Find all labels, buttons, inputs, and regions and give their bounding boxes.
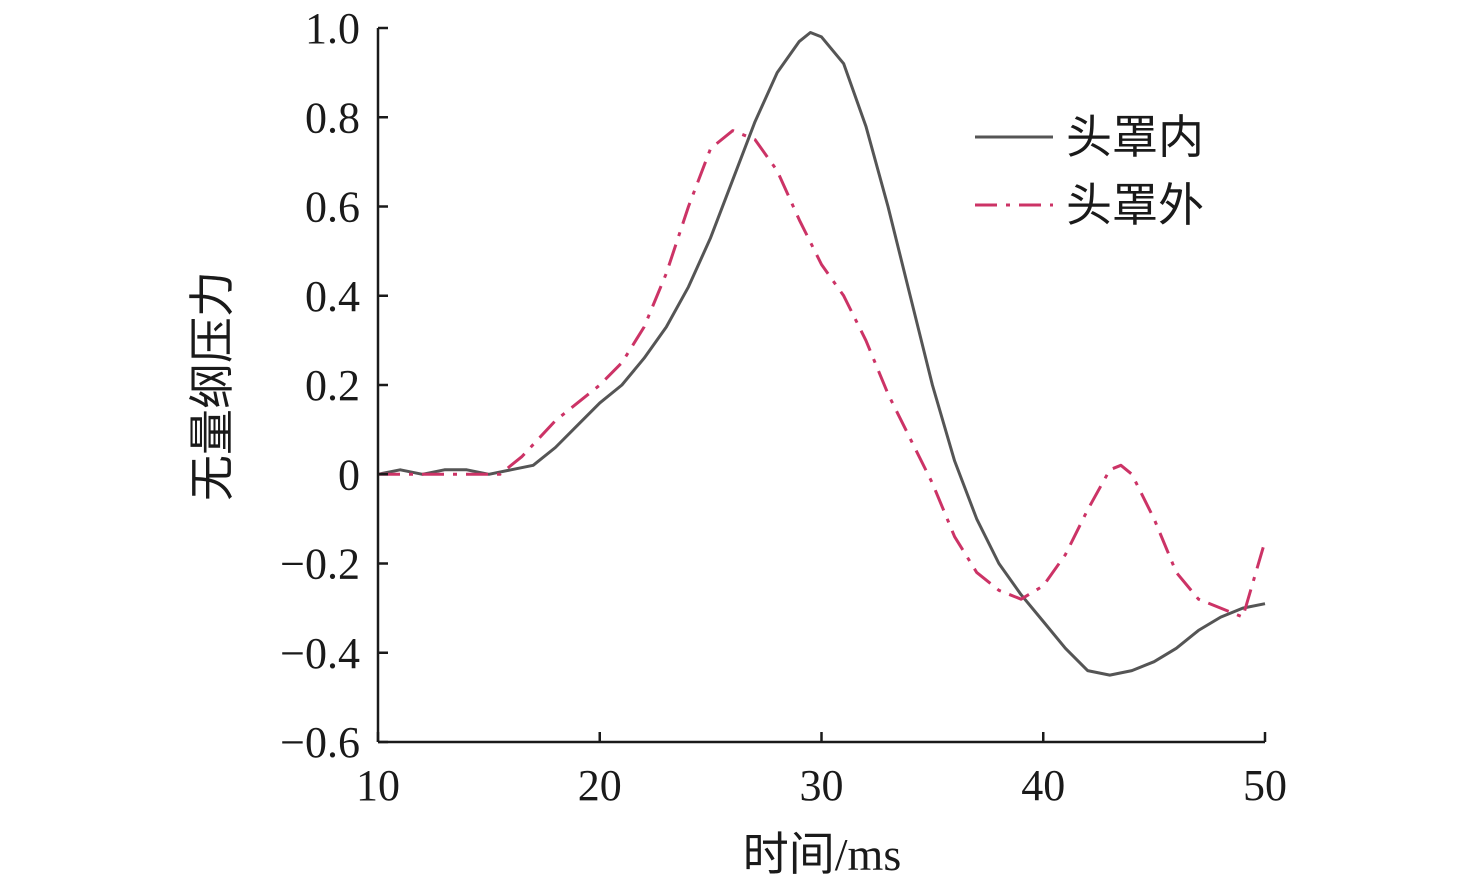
y-tick-label: 0.2 [305,361,360,410]
y-tick-label: 1.0 [305,4,360,53]
x-tick-label: 30 [800,761,844,810]
y-ticks: 1.0 0.8 0.6 0.4 0.2 0 −0.2 −0.4 −0.6 [280,4,388,767]
x-tick-label: 20 [578,761,622,810]
legend-label-2: 头罩外 [1066,180,1204,231]
x-axis-title: 时间/ms [743,829,901,880]
x-tick-label: 50 [1243,761,1287,810]
series-line-1 [377,31,1266,677]
legend-label-1: 头罩内 [1066,112,1204,163]
plot-area [377,31,1267,677]
y-tick-label: −0.4 [280,629,360,678]
series-line-2 [378,129,1267,619]
y-axis-title: 无量纲压力 [187,271,238,501]
x-tick-label: 40 [1021,761,1065,810]
y-tick-label: −0.2 [280,540,360,589]
y-tick-label: 0 [338,450,360,499]
y-tick-label: 0.8 [305,93,360,142]
x-ticks: 10 20 30 40 50 [356,732,1287,810]
y-tick-label: −0.6 [280,718,360,767]
x-tick-label: 10 [356,761,400,810]
y-tick-label: 0.4 [305,272,360,321]
y-tick-label: 0.6 [305,183,360,232]
